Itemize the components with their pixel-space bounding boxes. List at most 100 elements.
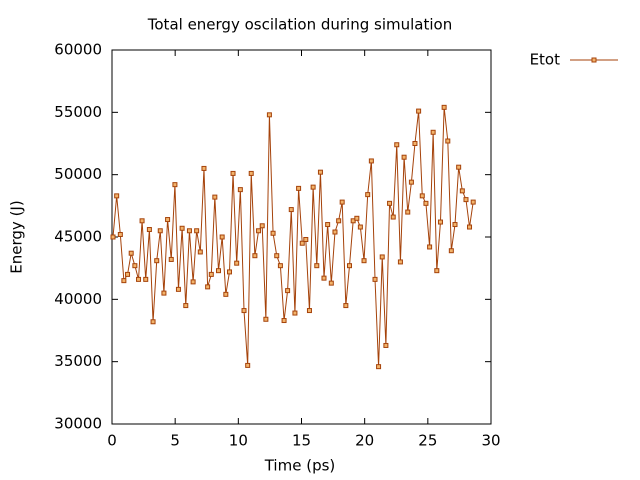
point-marker xyxy=(376,364,382,370)
point-marker xyxy=(234,260,240,266)
point-marker xyxy=(419,193,425,199)
point-marker xyxy=(248,170,254,176)
x-tick-label: 25 xyxy=(418,432,437,450)
point-marker xyxy=(470,199,476,205)
point-marker xyxy=(197,249,203,255)
point-marker xyxy=(241,308,247,314)
point-marker xyxy=(252,253,258,259)
x-tick-label: 10 xyxy=(229,432,248,450)
x-axis-label: Time (ps) xyxy=(264,457,336,475)
x-tick-label: 5 xyxy=(170,432,180,450)
point-marker xyxy=(310,184,316,190)
point-marker xyxy=(448,248,454,254)
point-marker xyxy=(357,224,363,230)
x-tick-label: 20 xyxy=(355,432,374,450)
point-marker xyxy=(208,271,214,277)
point-marker xyxy=(114,193,120,199)
point-marker xyxy=(427,244,433,250)
point-marker xyxy=(459,188,465,194)
point-marker xyxy=(143,276,149,282)
point-marker xyxy=(285,288,291,294)
point-marker xyxy=(314,263,320,269)
point-marker xyxy=(154,258,160,264)
point-marker xyxy=(190,279,196,285)
y-axis-label: Energy (J) xyxy=(8,200,26,273)
point-marker xyxy=(336,218,342,224)
point-marker xyxy=(379,254,385,260)
point-marker xyxy=(274,253,280,259)
point-marker xyxy=(292,310,298,316)
point-marker xyxy=(401,154,407,160)
x-tick-label: 30 xyxy=(481,432,500,450)
point-marker xyxy=(121,278,127,284)
point-marker xyxy=(343,303,349,309)
point-marker xyxy=(157,228,163,234)
point-marker xyxy=(354,215,360,221)
point-marker xyxy=(194,228,200,234)
point-marker xyxy=(299,240,305,246)
point-marker xyxy=(325,222,331,228)
point-marker xyxy=(445,138,451,144)
point-marker xyxy=(430,129,436,135)
point-marker xyxy=(390,214,396,220)
point-marker xyxy=(226,269,232,275)
point-marker xyxy=(245,362,251,368)
point-marker xyxy=(212,194,218,200)
point-marker xyxy=(146,227,152,233)
point-marker xyxy=(259,223,265,229)
point-marker xyxy=(139,218,145,224)
point-marker xyxy=(416,108,422,114)
point-marker xyxy=(270,230,276,236)
point-marker xyxy=(317,169,323,175)
point-marker xyxy=(306,308,312,314)
y-tick-label: 30000 xyxy=(54,415,102,433)
point-marker xyxy=(394,142,400,148)
point-marker xyxy=(263,316,269,322)
y-tick-label: 45000 xyxy=(54,228,102,246)
y-tick-label: 35000 xyxy=(54,352,102,370)
point-marker xyxy=(368,158,374,164)
point-marker xyxy=(223,291,229,297)
point-marker xyxy=(456,164,462,170)
point-marker xyxy=(412,141,418,146)
y-tick-label: 50000 xyxy=(54,165,102,183)
point-marker xyxy=(387,200,393,206)
y-tick-label: 40000 xyxy=(54,290,102,308)
point-marker xyxy=(266,112,272,118)
series-line xyxy=(112,107,474,367)
point-marker xyxy=(175,286,181,292)
point-marker xyxy=(237,187,243,193)
point-marker xyxy=(132,263,138,269)
point-marker xyxy=(441,104,447,110)
point-marker xyxy=(201,165,207,171)
point-marker xyxy=(365,192,371,198)
x-tick-label: 0 xyxy=(107,432,117,450)
point-marker xyxy=(277,263,283,269)
point-marker xyxy=(372,276,378,282)
point-marker xyxy=(136,276,142,282)
point-marker xyxy=(165,217,171,223)
point-marker xyxy=(110,234,116,240)
chart-title: Total energy oscilation during simulatio… xyxy=(147,16,452,34)
point-marker xyxy=(339,199,345,205)
point-marker xyxy=(168,256,174,262)
point-marker xyxy=(186,228,192,234)
point-marker xyxy=(303,236,309,242)
point-marker xyxy=(125,271,131,277)
legend-label: Etot xyxy=(530,51,561,69)
point-marker xyxy=(161,290,167,296)
point-marker xyxy=(361,258,367,264)
point-marker xyxy=(205,284,211,290)
point-marker xyxy=(383,342,389,348)
x-tick-label: 15 xyxy=(292,432,311,450)
point-marker xyxy=(183,303,189,309)
point-marker xyxy=(215,268,221,274)
point-marker xyxy=(405,209,411,215)
point-marker xyxy=(230,170,236,176)
point-marker xyxy=(437,219,443,225)
point-marker xyxy=(423,200,429,206)
point-marker xyxy=(281,318,287,324)
legend-marker xyxy=(591,57,597,63)
point-marker xyxy=(128,250,134,256)
